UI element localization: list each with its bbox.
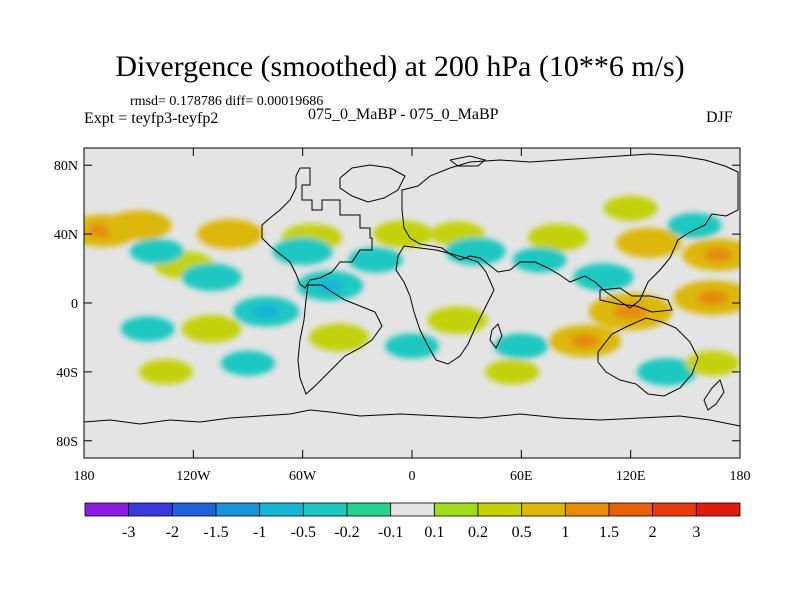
coastline-indonesia: [599, 287, 673, 313]
y-tick-label-3: 40S: [56, 366, 78, 381]
field-blob-5: [372, 220, 433, 248]
colorbar-swatch-2: [171, 502, 217, 517]
field-blob-19: [667, 212, 722, 239]
colorbar-label-5: -0.2: [334, 524, 359, 541]
colorbar-label-4: -0.5: [291, 524, 316, 541]
axis-tick-labels: 180 120W 60W 0 60E 120E 180 80N 40N 0 40S 80S: [54, 159, 751, 484]
axis-ticks: [83, 148, 741, 458]
x-tick-label-3: 0: [409, 469, 416, 484]
field-blob-33: [685, 350, 740, 376]
y-tick-label-2: 0: [71, 297, 78, 312]
rmsd-diff-stats: rmsd= 0.178786 diff= 0.00019686: [130, 94, 324, 109]
field-blob-28: [120, 316, 175, 342]
y-tick-label-0: 80N: [54, 159, 78, 174]
colorbar-label-1: -2: [166, 524, 179, 541]
colorbar-label-9: 0.5: [512, 524, 532, 541]
field-blob-15: [348, 247, 403, 273]
colorbar-swatch-3: [215, 502, 261, 517]
coastline-africa: [395, 245, 495, 365]
colorbar-swatch-0: [84, 502, 130, 517]
x-tick-label-1: 120W: [176, 469, 211, 484]
colorbar-swatch-8: [433, 502, 479, 517]
field-blob-24: [309, 323, 370, 352]
coastline-australia: [597, 317, 699, 397]
y-tick-label-4: 80S: [56, 435, 78, 450]
colorbar-swatch-7: [390, 502, 435, 517]
colorbar-swatch-14: [695, 502, 741, 517]
colorbar-swatch-10: [521, 502, 566, 517]
field-blob-17: [512, 247, 567, 273]
field-blob-29: [494, 333, 549, 359]
field-blob-13: [272, 237, 333, 266]
coastline-antarctica: [84, 409, 740, 427]
field-blob-core-14: [317, 279, 343, 293]
colorbar-swatch-9: [477, 502, 523, 517]
colorbar-swatch-6: [346, 502, 392, 517]
coastline-south-america: [297, 284, 383, 395]
chart-title: Divergence (smoothed) at 200 hPa (10**6 …: [115, 50, 685, 83]
colorbar-swatch-5: [302, 502, 348, 517]
colorbar: -3 -2 -1.5 -1 -0.5 -0.2 -0.1 0.1 0.2 0.5 1 1.5 2 3: [84, 502, 741, 541]
field-blob-26: [485, 359, 540, 385]
field-blob-25: [181, 315, 242, 343]
coastline-eurasia: [401, 153, 739, 309]
colorbar-label-12: 2: [649, 524, 657, 541]
field-blob-core-1: [125, 219, 152, 232]
field-blob-34: [139, 359, 193, 385]
colorbar-swatch-4: [259, 502, 304, 517]
coastline-north-america: [261, 167, 373, 289]
x-tick-label-2: 60W: [289, 469, 317, 484]
field-contours: [84, 195, 740, 386]
colorbar-label-6: -0.1: [378, 524, 403, 541]
y-tick-label-1: 40N: [54, 228, 78, 243]
colorbar-swatch-13: [652, 502, 697, 517]
x-tick-label-6: 180: [730, 469, 751, 484]
field-blob-31: [221, 350, 275, 376]
colorbar-label-7: 0.1: [424, 524, 444, 541]
colorbar-swatch-11: [564, 502, 610, 517]
colorbar-label-2: -1.5: [203, 524, 228, 541]
field-blob-12: [181, 263, 242, 291]
field-blob-core-22: [570, 333, 600, 348]
coastlines: [84, 153, 740, 427]
colorbar-label-13: 3: [692, 524, 700, 541]
field-blob-23: [427, 306, 488, 335]
field-blob-32: [637, 358, 698, 386]
colorbar-label-11: 1.5: [599, 524, 619, 541]
field-blob-11: [129, 238, 184, 264]
field-blob-core-27: [253, 305, 280, 319]
x-tick-label-0: 180: [74, 469, 95, 484]
x-tick-label-5: 120E: [616, 469, 646, 484]
field-blob-30: [385, 333, 439, 359]
coastline-greenland: [339, 164, 406, 203]
colorbar-swatch-12: [608, 502, 654, 517]
coastline-madagascar: [489, 323, 503, 349]
field-blob-core-9: [703, 247, 733, 262]
season-label: DJF: [706, 109, 733, 126]
field-blob-core-21: [696, 290, 729, 306]
field-blob-core-8: [635, 236, 662, 250]
field-blob-18: [573, 263, 634, 291]
colorbar-label-0: -3: [122, 524, 135, 541]
x-tick-label-4: 60E: [510, 469, 533, 484]
experiment-label: Expt = teyfp3-teyfp2: [84, 110, 219, 127]
coastline-arctic-islands: [449, 155, 487, 167]
field-blob-7: [527, 223, 588, 252]
coastline-new-zealand: [703, 379, 725, 411]
field-blob-core-20: [613, 303, 648, 320]
field-blob-core-3: [216, 227, 243, 241]
colorbar-swatch-1: [128, 502, 173, 517]
colorbar-label-10: 1: [561, 524, 569, 541]
field-blob-16: [445, 237, 506, 266]
colorbar-label-8: 0.2: [468, 524, 488, 541]
colorbar-label-3: -1: [253, 524, 266, 541]
field-blob-10: [603, 195, 658, 221]
case-label: 075_0_MaBP - 075_0_MaBP: [308, 106, 499, 123]
